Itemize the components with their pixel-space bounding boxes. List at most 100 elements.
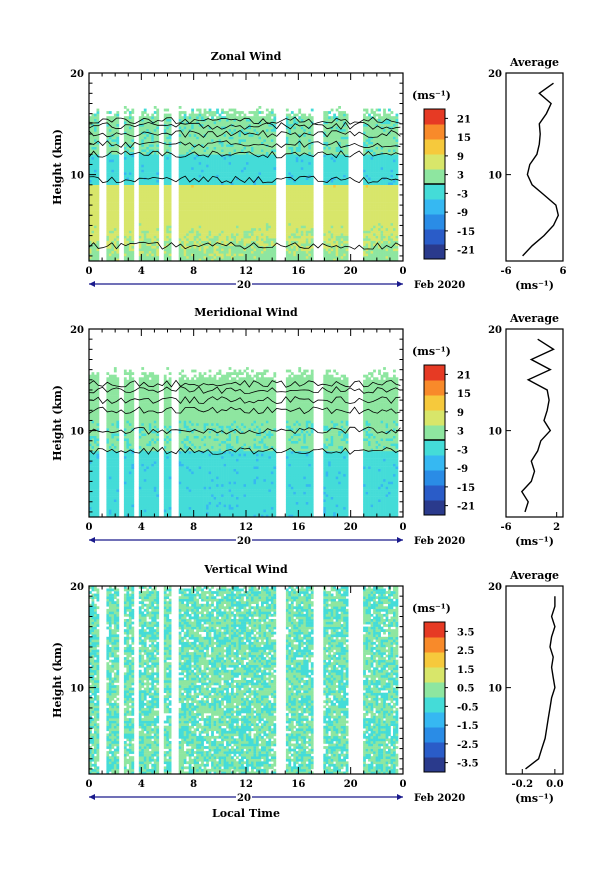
heatmap-cell bbox=[328, 147, 331, 150]
heatmap-cell bbox=[268, 218, 271, 221]
heatmap-cell bbox=[259, 208, 262, 211]
heatmap-cell bbox=[156, 170, 159, 173]
heatmap-cell bbox=[211, 220, 214, 223]
heatmap-cell bbox=[343, 165, 346, 168]
heatmap-cell bbox=[326, 167, 329, 170]
heatmap-cell bbox=[166, 139, 169, 142]
heatmap-cell bbox=[131, 192, 134, 195]
heatmap-cell bbox=[164, 175, 167, 178]
heatmap-cell bbox=[92, 157, 95, 160]
heatmap-cell bbox=[336, 162, 339, 165]
heatmap-cell bbox=[249, 200, 252, 203]
heatmap-cell bbox=[209, 210, 212, 213]
heatmap-cell bbox=[286, 185, 289, 188]
heatmap-cell bbox=[326, 119, 329, 122]
heatmap-cell bbox=[273, 213, 276, 216]
heatmap-cell bbox=[139, 126, 142, 129]
heatmap-cell bbox=[241, 154, 244, 157]
heatmap-cell bbox=[116, 177, 119, 180]
heatmap-cell bbox=[251, 236, 254, 239]
heatmap-cell bbox=[306, 233, 309, 236]
heatmap-cell bbox=[201, 203, 204, 206]
heatmap-cell bbox=[184, 139, 187, 142]
heatmap-cell bbox=[363, 190, 366, 193]
heatmap-cell bbox=[259, 142, 262, 145]
heatmap-cell bbox=[273, 116, 276, 119]
heatmap-cell bbox=[326, 218, 329, 221]
heatmap-cell bbox=[146, 213, 149, 216]
heatmap-cell bbox=[114, 241, 117, 244]
heatmap-cell bbox=[263, 241, 266, 244]
heatmap-cell bbox=[291, 205, 294, 208]
heatmap-cell bbox=[184, 116, 187, 119]
heatmap-cell bbox=[139, 147, 142, 150]
heatmap-cell bbox=[156, 213, 159, 216]
heatmap-cell bbox=[363, 142, 366, 145]
heatmap-cell bbox=[224, 256, 227, 259]
heatmap-cell bbox=[106, 182, 109, 185]
heatmap-cell bbox=[296, 175, 299, 178]
heatmap-cell bbox=[129, 114, 132, 117]
heatmap-cell bbox=[154, 126, 157, 129]
heatmap-cell bbox=[333, 126, 336, 129]
heatmap-cell bbox=[199, 253, 202, 256]
heatmap-cell bbox=[201, 139, 204, 142]
heatmap-cell bbox=[206, 246, 209, 249]
heatmap-cell bbox=[166, 200, 169, 203]
heatmap-cell bbox=[291, 172, 294, 175]
heatmap-cell bbox=[346, 190, 349, 193]
heatmap-cell bbox=[156, 246, 159, 249]
heatmap-cell bbox=[328, 225, 331, 228]
heatmap-cell bbox=[126, 238, 129, 241]
heatmap-cell bbox=[129, 142, 132, 145]
heatmap-cell bbox=[239, 126, 242, 129]
heatmap-cell bbox=[106, 157, 109, 160]
heatmap-cell bbox=[261, 177, 264, 180]
heatmap-cell bbox=[341, 218, 344, 221]
heatmap-cell bbox=[211, 121, 214, 124]
heatmap-cell bbox=[338, 192, 341, 195]
heatmap-cell bbox=[346, 233, 349, 236]
heatmap-cell bbox=[156, 248, 159, 251]
heatmap-cell bbox=[331, 116, 334, 119]
heatmap-cell bbox=[249, 192, 252, 195]
heatmap-cell bbox=[179, 167, 182, 170]
heatmap-cell bbox=[256, 116, 259, 119]
heatmap-cell bbox=[194, 114, 197, 117]
heatmap-cell bbox=[293, 233, 296, 236]
heatmap-cell bbox=[221, 248, 224, 251]
heatmap-cell bbox=[146, 124, 149, 127]
heatmap-cell bbox=[301, 195, 304, 198]
heatmap-cell bbox=[146, 200, 149, 203]
heatmap-cell bbox=[164, 208, 167, 211]
heatmap-cell bbox=[246, 167, 249, 170]
heatmap-cell bbox=[231, 149, 234, 152]
heatmap-cell bbox=[179, 185, 182, 188]
heatmap-cell bbox=[341, 116, 344, 119]
heatmap-cell bbox=[266, 210, 269, 213]
heatmap-cell bbox=[338, 162, 341, 165]
heatmap-cell bbox=[214, 157, 217, 160]
heatmap-cell bbox=[311, 185, 314, 188]
heatmap-cell bbox=[194, 185, 197, 188]
heatmap-cell bbox=[236, 157, 239, 160]
heatmap-cell bbox=[211, 233, 214, 236]
heatmap-cell bbox=[124, 213, 127, 216]
heatmap-cell bbox=[338, 203, 341, 206]
heatmap-cell bbox=[271, 129, 274, 132]
heatmap-cell bbox=[151, 238, 154, 241]
heatmap-cell bbox=[326, 149, 329, 152]
heatmap-cell bbox=[169, 251, 172, 254]
heatmap-cell bbox=[298, 200, 301, 203]
heatmap-cell bbox=[298, 182, 301, 185]
heatmap-cell bbox=[139, 238, 142, 241]
heatmap-cell bbox=[97, 109, 100, 112]
heatmap-cell bbox=[199, 139, 202, 142]
heatmap-cell bbox=[111, 124, 114, 127]
heatmap-cell bbox=[97, 223, 100, 226]
heatmap-cell bbox=[256, 109, 259, 112]
heatmap-cell bbox=[179, 228, 182, 231]
heatmap-cell bbox=[271, 170, 274, 173]
heatmap-cell bbox=[214, 213, 217, 216]
heatmap-cell bbox=[106, 220, 109, 223]
